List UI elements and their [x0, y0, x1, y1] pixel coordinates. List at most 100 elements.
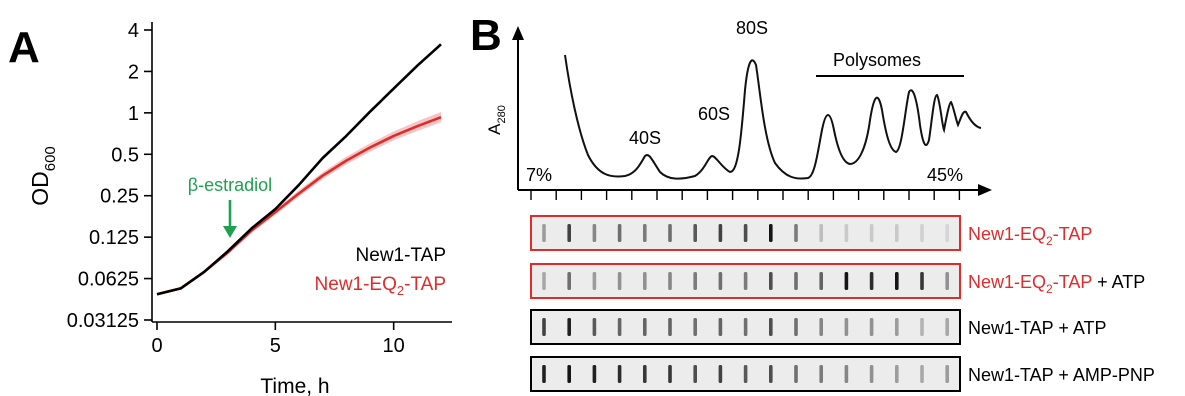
- blot-band: [945, 365, 949, 383]
- y-tick-label: 2: [128, 61, 139, 83]
- blot-band: [643, 224, 647, 242]
- blot-band: [668, 365, 672, 383]
- blot-band: [567, 272, 571, 290]
- polysomes-label: Polysomes: [833, 50, 921, 70]
- series-new1-eq2-tap-ci-band: [157, 112, 441, 296]
- svg-text:OD600: OD600: [27, 146, 59, 206]
- y-label-sub: 600: [42, 146, 59, 171]
- blot-band: [895, 224, 899, 242]
- blot-label: New1-TAP + AMP-PNP: [968, 365, 1155, 385]
- blot-band: [567, 318, 571, 336]
- gradient-start-label: 7%: [526, 165, 552, 185]
- blot-band: [844, 318, 849, 336]
- y-tick-label: 0.03125: [67, 310, 139, 332]
- blot-band: [819, 272, 823, 290]
- peak-label-60s: 60S: [698, 104, 730, 124]
- profile-x-arrow: [978, 184, 992, 196]
- blot-band: [869, 365, 874, 383]
- blot-band: [869, 318, 874, 336]
- blot-band: [592, 272, 597, 290]
- x-tick-label: 0: [151, 335, 162, 357]
- peak-label-80s: 80S: [736, 18, 768, 38]
- blot-band: [869, 272, 874, 290]
- y-tick-label: 0.25: [100, 186, 139, 208]
- blot-band: [693, 224, 697, 242]
- blot-band: [819, 365, 823, 383]
- blot-band: [743, 365, 748, 383]
- blot-band: [769, 318, 773, 336]
- blot-band: [668, 318, 672, 336]
- x-tick-label: 5: [270, 335, 281, 357]
- gradient-end-label: 45%: [927, 165, 963, 185]
- fraction-ticks: [530, 190, 961, 200]
- panel-b-letter: B: [470, 11, 502, 60]
- blot-band: [895, 318, 899, 336]
- blot-band: [617, 318, 622, 336]
- blot-band: [794, 318, 798, 336]
- blot-band: [945, 318, 949, 336]
- y-label-main: OD: [27, 171, 53, 206]
- blot-band: [643, 365, 647, 383]
- x-ticks: 0 5 10: [151, 322, 405, 357]
- x-axis-label: Time, h: [260, 375, 329, 396]
- x-tick-label: 10: [383, 335, 405, 357]
- panel-b: B A280 40S 60S 80S Polysomes 7% 45% New1…: [470, 11, 1155, 392]
- blot-band: [542, 365, 546, 383]
- blot-band: [592, 224, 597, 242]
- y-tick-label: 0.0625: [78, 269, 139, 291]
- blot-band: [794, 272, 798, 290]
- y-tick-label: 0.5: [111, 144, 139, 166]
- blot-band: [617, 365, 622, 383]
- blot-band: [920, 365, 924, 383]
- blot-band: [693, 365, 697, 383]
- blot-band: [743, 318, 748, 336]
- blot-band: [844, 365, 849, 383]
- blot-band: [617, 224, 622, 242]
- panel-a-y-label: OD600: [27, 146, 59, 206]
- blot-band: [819, 224, 823, 242]
- blot-band: [945, 272, 949, 290]
- blot-band: [869, 224, 874, 242]
- blot-band: [693, 318, 697, 336]
- blot-band: [668, 224, 672, 242]
- blot-band: [617, 272, 622, 290]
- blot-band: [794, 365, 798, 383]
- blot-band: [769, 272, 773, 290]
- blot-band: [567, 224, 571, 242]
- blot-row-2: New1-EQ2-TAP + ATP: [530, 263, 1145, 299]
- blot-band: [718, 318, 723, 336]
- blot-band: [542, 318, 546, 336]
- blot-band: [542, 272, 546, 290]
- blot-band: [567, 365, 571, 383]
- annotation-beta-estradiol: β-estradiol: [188, 175, 272, 195]
- blot-band: [718, 272, 723, 290]
- blot-band: [542, 224, 546, 242]
- blot-band: [743, 224, 748, 242]
- panel-a-letter: A: [8, 23, 40, 72]
- blot-label: New1-EQ2-TAP: [968, 224, 1092, 248]
- legend-new1-eq2-tap: New1-EQ2-TAP: [315, 274, 446, 298]
- blot-row-4: New1-TAP + AMP-PNP: [530, 356, 1155, 392]
- svg-text:A280: A280: [485, 105, 508, 135]
- blot-band: [592, 318, 597, 336]
- blot-band: [895, 272, 899, 290]
- blot-band: [769, 224, 773, 242]
- panel-a: A OD600 4 2 1 0.5 0.25 0.125 0.0625 0.03125 0 5 1…: [8, 20, 452, 396]
- blot-band: [668, 272, 672, 290]
- blot-band: [844, 224, 849, 242]
- blot-row-1: New1-EQ2-TAP: [530, 215, 1092, 251]
- series-new1-eq2-tap-line: [156, 115, 442, 296]
- profile-y-arrow: [512, 26, 524, 40]
- blot-band: [592, 365, 597, 383]
- annotation-arrow-head: [223, 226, 237, 238]
- polysome-profile-trace: [564, 54, 982, 180]
- blot-band: [794, 224, 798, 242]
- blot-band: [920, 318, 924, 336]
- y-tick-label: 4: [128, 20, 139, 42]
- blot-band: [743, 272, 748, 290]
- panel-b-y-label: A280: [485, 105, 508, 135]
- legend-new1-tap: New1-TAP: [356, 245, 446, 266]
- blot-band: [920, 224, 924, 242]
- western-blots: New1-EQ2-TAP New1-EQ2-TAP + ATP New1-TAP +…: [530, 215, 1155, 392]
